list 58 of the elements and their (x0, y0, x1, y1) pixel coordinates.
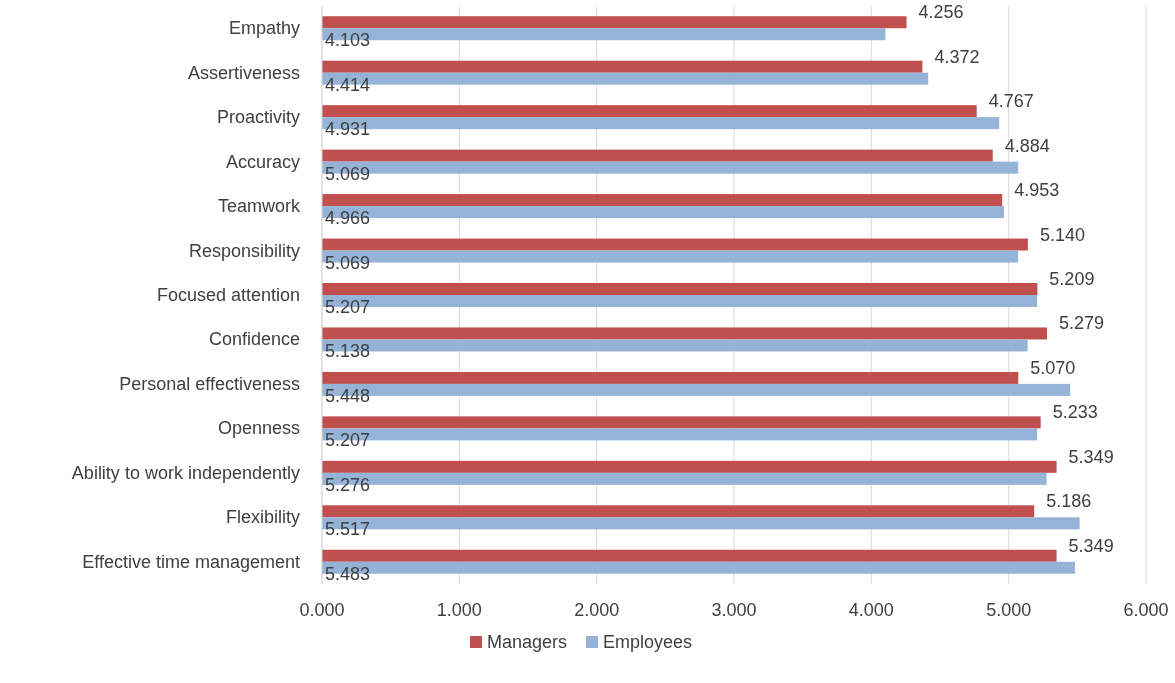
y-tick-label: Flexibility (225, 507, 300, 528)
data-label: 5.207 (325, 430, 371, 451)
data-label: 5.349 (1068, 535, 1114, 556)
bar (322, 460, 1057, 473)
x-tick-label: 1.000 (436, 600, 482, 620)
bar (322, 16, 907, 29)
bar (322, 149, 993, 162)
data-label: 4.767 (988, 91, 1034, 112)
bar (322, 283, 1038, 295)
data-label: 5.186 (1046, 491, 1092, 512)
data-label: 5.069 (325, 163, 371, 184)
data-label: 4.256 (918, 2, 964, 23)
y-tick-label: Accuracy (225, 151, 300, 172)
data-label: 5.233 (1052, 402, 1098, 423)
x-tick-label: 6.000 (1123, 600, 1169, 620)
y-tick-label: Personal effectiveness (119, 373, 300, 394)
y-tick-label: Proactivity (216, 107, 300, 128)
y-tick-label: Assertiveness (187, 62, 300, 83)
bar (322, 505, 1035, 518)
bar (322, 371, 1019, 384)
data-label: 5.069 (325, 252, 371, 273)
data-label: 4.931 (325, 119, 371, 140)
data-label: 4.953 (1014, 180, 1060, 201)
data-label: 5.349 (1068, 446, 1114, 467)
data-label: 4.966 (325, 208, 371, 229)
x-tick-label: 5.000 (986, 600, 1032, 620)
legend-label: Employees (603, 632, 693, 652)
data-label: 5.140 (1039, 224, 1085, 245)
bar (322, 105, 977, 118)
x-tick-label: 0.000 (299, 600, 345, 620)
data-label: 5.209 (1049, 269, 1095, 289)
data-label: 5.483 (325, 563, 371, 584)
bar (322, 238, 1028, 251)
bar (322, 60, 923, 73)
x-tick-label: 3.000 (711, 600, 757, 620)
y-tick-label: Confidence (208, 329, 300, 350)
data-label: 5.279 (1058, 313, 1105, 334)
y-tick-label: Ability to work independently (71, 462, 300, 483)
data-label: 5.276 (325, 474, 371, 495)
data-label: 4.103 (325, 30, 371, 51)
bar (322, 327, 1047, 340)
x-tick-label: 2.000 (574, 600, 620, 620)
data-label: 5.070 (1030, 357, 1076, 378)
bar (322, 416, 1041, 429)
y-tick-label: Openness (217, 418, 300, 439)
y-tick-label: Effective time management (82, 551, 300, 572)
y-tick-label: Empathy (228, 18, 300, 39)
bar (322, 549, 1057, 562)
y-tick-label: Focused attention (156, 285, 300, 305)
bar (322, 194, 1003, 207)
x-tick-label: 4.000 (848, 600, 894, 620)
data-label: 5.517 (325, 519, 371, 540)
data-label: 4.372 (934, 46, 980, 67)
legend-label: Managers (487, 632, 568, 652)
y-tick-label: Teamwork (217, 196, 301, 217)
y-tick-label: Responsibility (188, 240, 300, 261)
data-label: 4.884 (1004, 135, 1050, 156)
data-label: 5.138 (325, 341, 371, 362)
